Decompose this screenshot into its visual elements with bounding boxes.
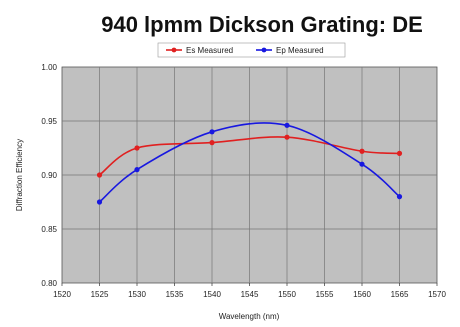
data-point-series-1 bbox=[284, 122, 290, 128]
y-axis-label: Diffraction Efficiency bbox=[15, 139, 24, 211]
x-tick-label: 1555 bbox=[316, 290, 334, 299]
legend-box bbox=[157, 42, 346, 58]
x-tick-label: 1570 bbox=[428, 290, 446, 299]
x-tick-label: 1540 bbox=[203, 290, 221, 299]
x-tick-label: 1535 bbox=[166, 290, 184, 299]
y-tick-label: 0.95 bbox=[41, 117, 57, 126]
data-point-series-1 bbox=[96, 199, 103, 205]
x-tick-label: 1550 bbox=[278, 290, 296, 299]
x-tick-label: 1565 bbox=[391, 290, 409, 299]
data-point-series-1 bbox=[359, 161, 365, 167]
legend-swatch-marker bbox=[171, 47, 177, 53]
legend-label: Ep Measured bbox=[276, 46, 324, 55]
data-point-series-0 bbox=[396, 150, 403, 156]
x-axis-label: Wavelength (nm) bbox=[219, 312, 280, 321]
x-axis-ticks: 1520 1525 1530 1535 1540 1545 1550 1555 1560 1565… bbox=[53, 283, 446, 299]
x-tick-label: 1545 bbox=[241, 290, 259, 299]
data-point-series-0 bbox=[96, 172, 103, 178]
chart-title: 940 lpmm Dickson Grating: DE bbox=[101, 12, 423, 37]
y-tick-label: 1.00 bbox=[41, 63, 57, 72]
data-point-series-1 bbox=[209, 129, 215, 135]
data-point-series-0 bbox=[284, 134, 290, 140]
x-tick-label: 1525 bbox=[91, 290, 109, 299]
y-tick-label: 0.80 bbox=[41, 279, 57, 288]
data-point-series-0 bbox=[209, 140, 215, 146]
x-tick-label: 1520 bbox=[53, 290, 71, 299]
x-tick-label: 1560 bbox=[353, 290, 371, 299]
data-point-series-1 bbox=[134, 167, 140, 173]
legend-swatch-marker bbox=[261, 47, 267, 53]
y-tick-label: 0.90 bbox=[41, 171, 57, 180]
data-point-series-1 bbox=[396, 194, 403, 200]
series-points bbox=[96, 122, 403, 205]
y-tick-label: 0.85 bbox=[41, 225, 57, 234]
x-tick-label: 1530 bbox=[128, 290, 146, 299]
y-axis-ticks: 0.80 0.85 0.90 0.95 1.00 bbox=[41, 63, 57, 288]
legend-label: Es Measured bbox=[186, 46, 233, 55]
data-point-series-0 bbox=[134, 145, 140, 151]
legend: Es Measured Ep Measured bbox=[157, 42, 346, 58]
data-point-series-0 bbox=[359, 148, 365, 154]
